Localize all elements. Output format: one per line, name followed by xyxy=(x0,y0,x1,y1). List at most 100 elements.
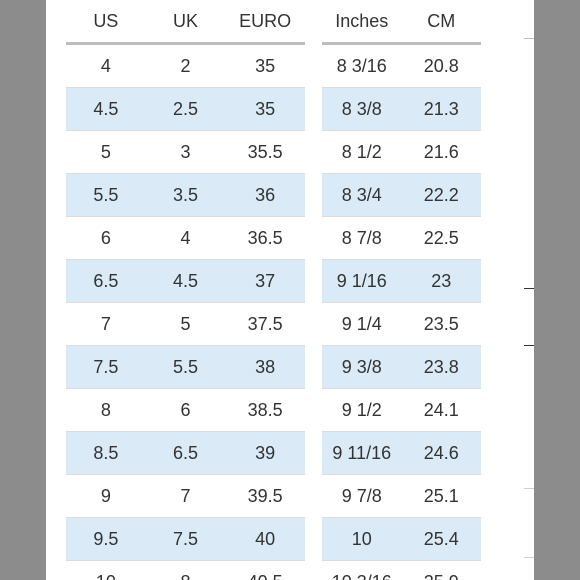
cell-euro: 37.5 xyxy=(225,302,305,346)
cell-cm: 24.1 xyxy=(401,388,481,432)
cell-euro: 40.5 xyxy=(225,560,305,580)
cell-uk: 3.5 xyxy=(145,173,226,217)
cell-cm: 20.8 xyxy=(401,43,481,88)
cell-uk: 7 xyxy=(145,474,226,518)
cell-inches: 8 3/8 xyxy=(322,87,402,131)
cell-inches: 9 1/2 xyxy=(322,388,402,432)
cell-cm: 23 xyxy=(401,259,481,303)
cell-uk: 6 xyxy=(145,388,226,432)
cell-euro: 36.5 xyxy=(225,216,305,260)
cell-uk: 4 xyxy=(145,216,226,260)
cell-uk: 5.5 xyxy=(145,345,226,389)
cell-us: 8.5 xyxy=(66,431,146,475)
cell-cm: 25.9 xyxy=(401,560,481,580)
cell-uk: 7.5 xyxy=(145,517,226,561)
cell-us: 7.5 xyxy=(66,345,146,389)
table-row: 5 3 35.5 xyxy=(66,130,305,174)
table-row: 8.5 6.5 39 xyxy=(66,431,305,475)
column-header-euro: EURO xyxy=(225,0,305,45)
table-header-row: US UK EURO xyxy=(66,0,305,45)
cell-inches: 10 xyxy=(322,517,402,561)
cell-euro: 40 xyxy=(225,517,305,561)
table-row: 10 25.4 xyxy=(322,517,481,561)
cell-euro: 35.5 xyxy=(225,130,305,174)
size-chart-panel: US UK EURO 4 2 35 4.5 2.5 35 5 3 35.5 5.5 3.5 36 6 4 3… xyxy=(46,0,534,580)
cell-uk: 2 xyxy=(145,43,226,88)
dim-overlay-left xyxy=(0,0,46,580)
table-row: 6 4 36.5 xyxy=(66,216,305,260)
cell-euro: 38.5 xyxy=(225,388,305,432)
table-header-row: Inches CM xyxy=(322,0,481,45)
table-row: 7 5 37.5 xyxy=(66,302,305,346)
table-row: 9 1/4 23.5 xyxy=(322,302,481,346)
table-row: 9 7/8 25.1 xyxy=(322,474,481,518)
background-field-edge xyxy=(524,288,534,346)
table-row: 10 3/1625.9 xyxy=(322,560,481,580)
cell-uk: 3 xyxy=(145,130,226,174)
cell-us: 9 xyxy=(66,474,146,518)
table-row: 4 2 35 xyxy=(66,43,305,88)
column-header-inches: Inches xyxy=(322,0,402,45)
cell-us: 8 xyxy=(66,388,146,432)
cell-inches: 9 7/8 xyxy=(322,474,402,518)
column-header-cm: CM xyxy=(401,0,481,45)
cell-inches: 8 3/4 xyxy=(322,173,402,217)
us-uk-euro-table: US UK EURO 4 2 35 4.5 2.5 35 5 3 35.5 5.5 3.5 36 6 4 3… xyxy=(66,0,305,580)
cell-uk: 5 xyxy=(145,302,226,346)
table-row: 9 11/16 24.6 xyxy=(322,431,481,475)
cell-euro: 35 xyxy=(225,87,305,131)
cell-euro: 35 xyxy=(225,43,305,88)
table-row: 8 6 38.5 xyxy=(66,388,305,432)
cell-us: 4.5 xyxy=(66,87,146,131)
cell-us: 10 xyxy=(66,560,146,580)
cell-uk: 8 xyxy=(145,560,226,580)
table-row: 5.5 3.5 36 xyxy=(66,173,305,217)
table-row: 9 1/16 23 xyxy=(322,259,481,303)
cell-inches: 9 3/8 xyxy=(322,345,402,389)
cell-uk: 2.5 xyxy=(145,87,226,131)
cell-uk: 6.5 xyxy=(145,431,226,475)
table-row: 10840.5 xyxy=(66,560,305,580)
table-row: 8 7/8 22.5 xyxy=(322,216,481,260)
cell-inches: 8 1/2 xyxy=(322,130,402,174)
cell-us: 5.5 xyxy=(66,173,146,217)
table-row: 8 3/4 22.2 xyxy=(322,173,481,217)
cell-inches: 9 1/4 xyxy=(322,302,402,346)
cell-euro: 37 xyxy=(225,259,305,303)
cell-inches: 8 7/8 xyxy=(322,216,402,260)
cell-euro: 38 xyxy=(225,345,305,389)
table-row: 9.5 7.5 40 xyxy=(66,517,305,561)
cell-us: 5 xyxy=(66,130,146,174)
cell-cm: 25.4 xyxy=(401,517,481,561)
cell-us: 9.5 xyxy=(66,517,146,561)
cell-us: 4 xyxy=(66,43,146,88)
cell-cm: 21.6 xyxy=(401,130,481,174)
table-row: 8 1/2 21.6 xyxy=(322,130,481,174)
table-row: 6.5 4.5 37 xyxy=(66,259,305,303)
table-row: 9 3/8 23.8 xyxy=(322,345,481,389)
cell-inches: 10 3/16 xyxy=(322,560,402,580)
cell-inches: 8 3/16 xyxy=(322,43,402,88)
cell-euro: 39.5 xyxy=(225,474,305,518)
table-row: 7.5 5.5 38 xyxy=(66,345,305,389)
cell-inches: 9 11/16 xyxy=(322,431,402,475)
table-row: 8 3/8 21.3 xyxy=(322,87,481,131)
table-row: 8 3/16 20.8 xyxy=(322,43,481,88)
cell-cm: 22.5 xyxy=(401,216,481,260)
table-row: 9 7 39.5 xyxy=(66,474,305,518)
cell-us: 6 xyxy=(66,216,146,260)
column-header-us: US xyxy=(66,0,146,45)
cell-euro: 36 xyxy=(225,173,305,217)
column-header-uk: UK xyxy=(145,0,226,45)
cell-cm: 21.3 xyxy=(401,87,481,131)
cell-cm: 24.6 xyxy=(401,431,481,475)
cell-euro: 39 xyxy=(225,431,305,475)
dim-overlay-right xyxy=(534,0,580,580)
table-row: 9 1/2 24.1 xyxy=(322,388,481,432)
background-divider xyxy=(524,38,534,39)
cell-cm: 23.5 xyxy=(401,302,481,346)
cell-us: 7 xyxy=(66,302,146,346)
cell-us: 6.5 xyxy=(66,259,146,303)
table-row: 4.5 2.5 35 xyxy=(66,87,305,131)
cell-cm: 23.8 xyxy=(401,345,481,389)
